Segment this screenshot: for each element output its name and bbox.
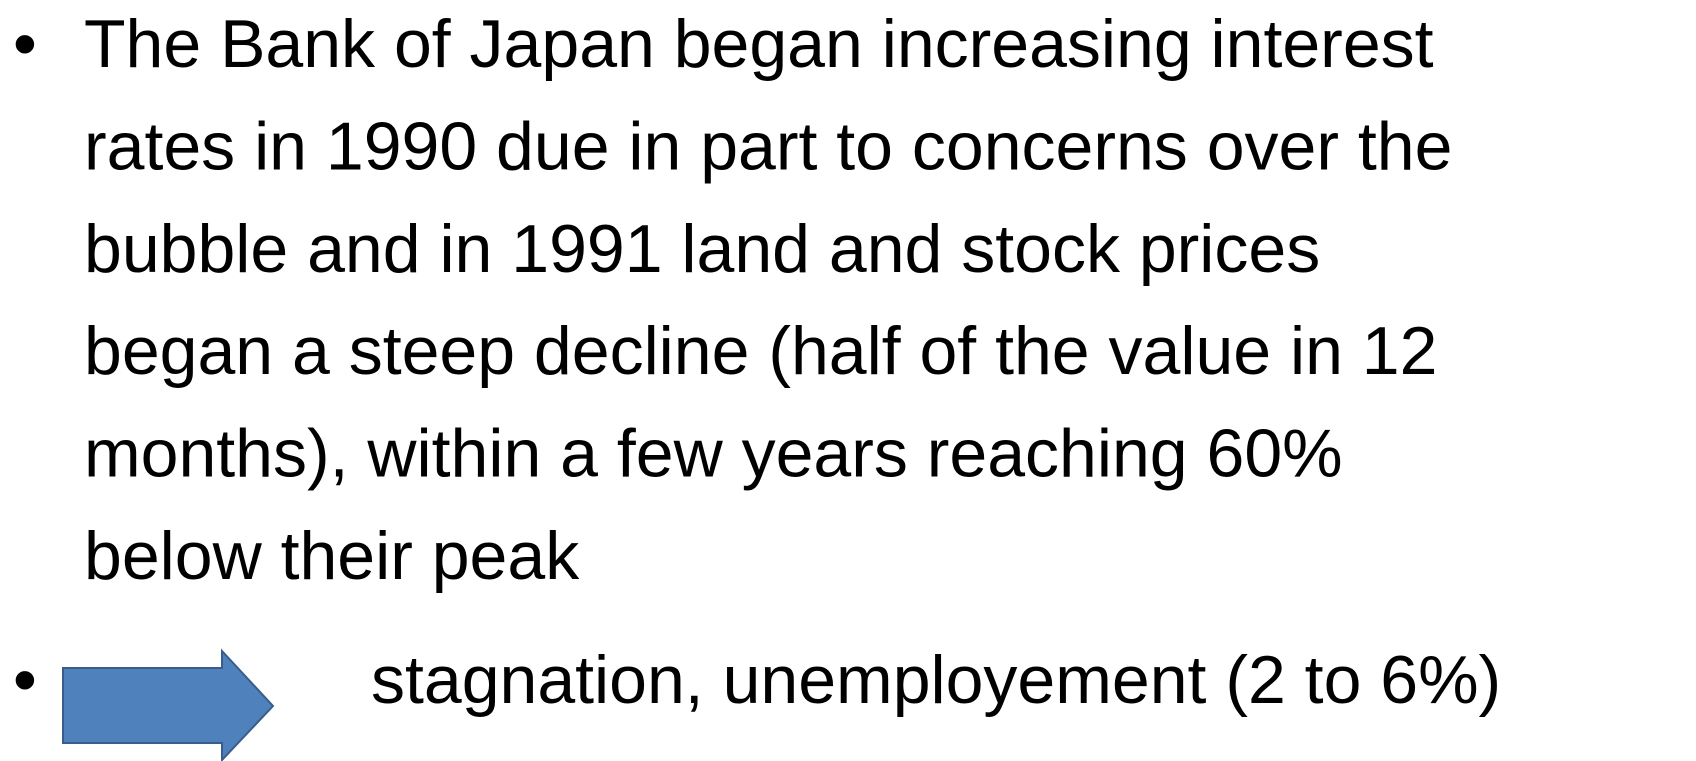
bullet-dot: • bbox=[13, 6, 37, 82]
bullet-dot: • bbox=[13, 642, 37, 718]
bullet-line: bubble and in 1991 land and stock prices bbox=[84, 211, 1320, 287]
bullet-line: months), within a few years reaching 60% bbox=[84, 416, 1343, 492]
bullet-line: The Bank of Japan began increasing inter… bbox=[84, 6, 1434, 82]
bullet-line: below their peak bbox=[84, 518, 580, 594]
bullet-line: rates in 1990 due in part to concerns ov… bbox=[84, 108, 1452, 184]
bullet-line: began a steep decline (half of the value… bbox=[84, 313, 1437, 389]
bullet-text: stagnation, unemployement (2 to 6%) bbox=[371, 642, 1501, 718]
arrow bbox=[62, 648, 275, 761]
